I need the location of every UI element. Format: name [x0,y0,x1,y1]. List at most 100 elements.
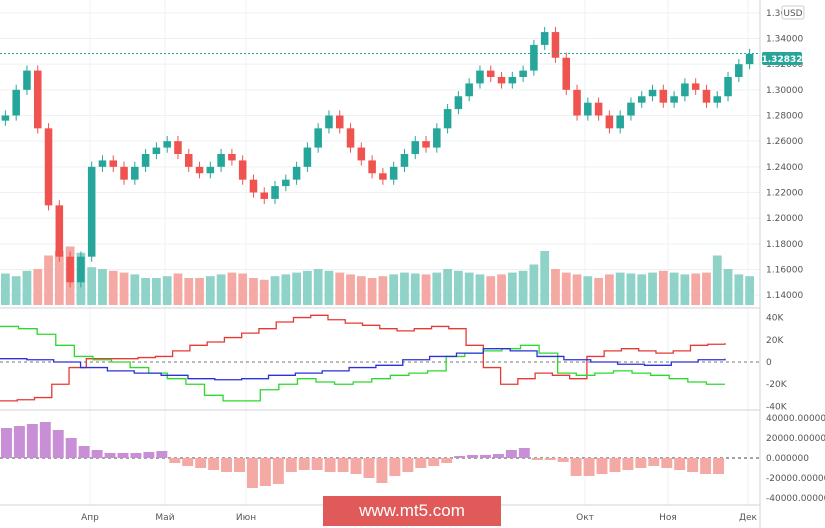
candle-body [584,102,592,116]
volume-bar [637,274,647,305]
volume-bar [152,278,161,305]
candle-body [724,77,732,97]
histogram-bars [1,422,724,488]
hist-bar [389,458,401,476]
volume-bar [44,255,53,305]
hist-tick-label: 0.000000 [766,454,809,464]
candle-body [346,128,355,148]
volume-bar [303,270,312,305]
cot-tick-label: -20K [766,380,788,390]
hist-bar [570,458,582,476]
volume-bar [594,278,603,305]
y-tick-label: 1.20000 [766,214,803,224]
volume-bar [1,273,10,305]
volume-bar [583,276,593,305]
volume-bar [464,272,474,305]
x-tick-label: Июн [236,513,256,523]
cot-series-line [0,314,726,402]
candle-body [1,115,10,121]
hist-bar [285,458,297,472]
hist-bar [700,458,712,474]
candle-body [713,96,722,103]
hist-bar [234,458,245,472]
hist-bar [661,458,673,468]
candle-body [120,166,128,180]
volume-bar [356,276,366,305]
candle-body [735,64,743,77]
volume-bar [551,269,560,305]
candle-body [627,102,635,116]
candle-body [141,154,150,167]
cot-tick-label: -40K [766,402,788,412]
hist-bar [376,458,388,483]
hist-bar [363,458,375,478]
volume-bar [259,279,269,305]
volume-bar [443,269,452,305]
candle-body [411,141,420,154]
y-tick-label: 1.30000 [766,86,803,96]
candle-body [195,166,204,174]
price-panel [0,26,760,305]
y-tick-label: 1.26000 [766,137,803,147]
hist-bar [596,458,608,474]
volume-bar [605,274,614,305]
volume-bar [216,274,226,305]
hist-bar [441,458,453,463]
candle-body [55,205,64,257]
candle-body [443,109,452,129]
hist-bar [246,458,258,488]
volume-bar [54,251,64,305]
hist-bar [91,450,103,458]
watermark: www.mt5.com [323,496,501,526]
hist-bar [648,458,660,466]
y-tick-label: 1.18000 [766,240,803,250]
volume-bar [238,273,248,305]
candle-body [681,83,689,97]
volume-bar [367,278,377,305]
volume-bar [475,274,485,305]
volume-bar [22,270,32,305]
currency-badge-bg [781,5,805,20]
hist-bar [480,455,491,458]
candle-body [206,166,215,174]
candle-body [702,89,711,103]
candle-body [238,160,247,180]
hist-bar [26,424,38,458]
candle-body [605,115,614,129]
hist-bar [130,453,142,458]
hist-bar [428,458,440,466]
candle-body [314,128,322,148]
volume-bar [702,272,711,305]
candle-body [174,141,182,154]
currency-badge: USD [783,9,802,19]
volume-bar [507,272,517,305]
x-tick-label: Окт [576,513,594,523]
hist-bar [259,458,271,486]
price-tag: 1.32832 [762,55,803,65]
volume-bar [712,255,722,305]
hist-bar [557,458,569,462]
volume-bar [119,272,129,305]
hist-bar [104,453,116,458]
hist-bar [674,458,686,470]
hist-bar [544,458,556,460]
volume-bar [162,276,172,305]
volume-bar [497,274,506,305]
hist-tick-label: -40000.000000 [766,494,825,504]
candle-body [44,128,53,206]
candle-body [648,89,657,97]
hist-bar [635,458,647,468]
candle-body [562,57,571,90]
candle-body [465,83,473,97]
candle-body [163,141,171,148]
candle-body [33,70,42,129]
cot-panel [0,314,760,402]
candle-body [87,166,96,257]
volume-bar [400,272,409,305]
volume-bar [454,270,463,305]
y-tick-label: 1.24000 [766,163,803,173]
volume-bar [529,264,539,305]
candle-body [497,77,506,84]
volume-bar [173,273,183,305]
volume-bar [518,270,528,305]
